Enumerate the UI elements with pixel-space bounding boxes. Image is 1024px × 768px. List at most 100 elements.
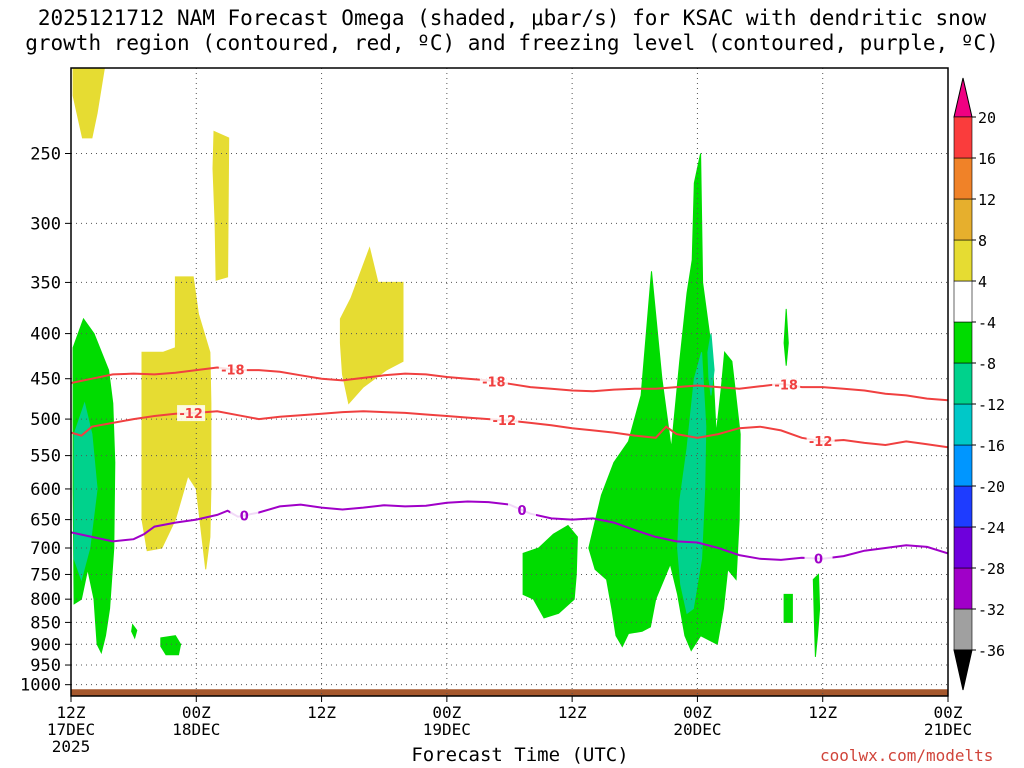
omega-region-10 (677, 352, 707, 615)
colorbar-label-1: -32 (978, 601, 1005, 619)
contour-label-0-0: -18 (221, 363, 245, 378)
contour-labels: -18 -18 -18 -12 -12 -12 0 0 0 (177, 361, 835, 568)
x-tick-label-36-1: 19DEC (423, 720, 471, 739)
contour-label-1-2: -12 (809, 435, 833, 450)
contour-label-2-2: 0 (814, 553, 823, 568)
omega-region-12 (783, 308, 789, 366)
colorbar-band-11 (953, 157, 973, 200)
contour-label-bg-1-2 (806, 433, 835, 450)
omega-region-1 (212, 130, 230, 281)
x-tick-label-0-2: 2025 (52, 737, 91, 756)
terrain-fill (71, 689, 948, 696)
omega-region-13 (783, 593, 793, 623)
y-tick-label-250: 250 (30, 144, 61, 164)
contour-line-0 (71, 366, 948, 402)
y-tick-label-700: 700 (30, 539, 61, 559)
contour-label-bg-0-1 (479, 373, 508, 390)
colorbar-band-0 (953, 608, 973, 651)
y-tick-label-550: 550 (30, 447, 61, 467)
y-tick-label-300: 300 (30, 214, 61, 234)
x-tick-label-48-0: 12Z (558, 703, 587, 722)
colorbar-label-6: -12 (978, 396, 1005, 414)
colorbar-band-6 (953, 362, 973, 405)
contour-label-bg-0-0 (218, 361, 247, 378)
y-axis-ticks: 2503003504004505005506006507007508008509… (20, 144, 71, 696)
grid-lines (71, 68, 948, 696)
colorbar-band-5 (953, 403, 973, 446)
y-tick-label-800: 800 (30, 590, 61, 610)
y-tick-label-500: 500 (30, 410, 61, 430)
x-tick-label-24-0: 12Z (307, 703, 336, 722)
x-tick-label-12-0: 00Z (182, 703, 211, 722)
x-tick-label-12-1: 18DEC (172, 720, 220, 739)
x-tick-label-84-0: 00Z (934, 703, 963, 722)
y-tick-label-450: 450 (30, 370, 61, 390)
contour-label-0-2: -18 (774, 379, 798, 394)
x-tick-label-0-0: 12Z (57, 703, 86, 722)
colorbar-label-10: 8 (978, 232, 987, 250)
colorbar-label-12: 16 (978, 150, 996, 168)
contour-label-bg-2-2 (804, 550, 833, 567)
contour-label-1-0: -12 (179, 407, 203, 422)
contour-label-2-0: 0 (240, 509, 249, 524)
y-tick-label-350: 350 (30, 273, 61, 293)
colorbar-label-4: -20 (978, 478, 1005, 496)
contour-label-bg-1-1 (490, 412, 519, 429)
contour-label-1-1: -12 (493, 414, 517, 429)
colorbar-band-9 (953, 239, 973, 282)
y-tick-label-900: 900 (30, 635, 61, 655)
colorbar-label-7: -8 (978, 355, 996, 373)
colorbar-band-12 (953, 116, 973, 159)
y-tick-label-650: 650 (30, 511, 61, 531)
colorbar-band-8 (953, 280, 973, 323)
x-tick-label-84-1: 21DEC (924, 720, 972, 739)
colorbar-band-2 (953, 526, 973, 569)
y-tick-label-1000: 1000 (20, 676, 61, 696)
colorbar-label-13: 20 (978, 109, 996, 127)
colorbar-label-5: -16 (978, 437, 1005, 455)
contour-label-bg-1-0 (177, 405, 206, 422)
y-tick-label-950: 950 (30, 656, 61, 676)
x-tick-label-0-1: 17DEC (47, 720, 95, 739)
x-tick-label-60-1: 20DEC (673, 720, 721, 739)
contour-label-2-1: 0 (518, 504, 527, 519)
colorbar-band-4 (953, 444, 973, 487)
y-tick-label-750: 750 (30, 565, 61, 585)
y-tick-label-850: 850 (30, 613, 61, 633)
omega-region-6 (131, 623, 138, 640)
colorbar-label-0: -36 (978, 642, 1005, 660)
omega-region-5 (73, 401, 98, 582)
colorbar-label-3: -24 (978, 519, 1005, 537)
colorbar-label-9: 4 (978, 273, 987, 291)
omega-region-11 (707, 333, 715, 396)
colorbar-legend: -36 -32 -28 -24 -20 -16 -12 -8 -4 4 8 12 16 20 (953, 77, 1005, 691)
colorbar-band-10 (953, 198, 973, 241)
colorbar-label-11: 12 (978, 191, 996, 209)
colorbar-band-1 (953, 567, 973, 610)
contour-label-bg-0-2 (772, 376, 801, 393)
omega-region-0 (72, 68, 105, 139)
colorbar-label-2: -28 (978, 560, 1005, 578)
colorbar-band-3 (953, 485, 973, 528)
omega-region-7 (160, 635, 182, 656)
colorbar-band-7 (953, 321, 973, 364)
y-tick-label-400: 400 (30, 325, 61, 345)
y-tick-label-600: 600 (30, 480, 61, 500)
colorbar-under-triangle (953, 649, 973, 691)
colorbar-over-triangle (953, 77, 973, 118)
source-credit: coolwx.com/modelts (820, 746, 994, 765)
contour-label-bg-2-0 (230, 507, 259, 524)
x-tick-label-60-0: 00Z (683, 703, 712, 722)
colorbar-label-8: -4 (978, 314, 996, 332)
omega-region-8 (522, 524, 578, 619)
omega-region-14 (812, 573, 821, 657)
x-tick-label-72-0: 12Z (808, 703, 837, 722)
contour-label-bg-2-1 (508, 502, 537, 519)
omega-region-2 (141, 276, 212, 570)
x-tick-label-36-0: 00Z (432, 703, 461, 722)
omega-region-3 (339, 246, 404, 405)
terrain-band (71, 689, 948, 696)
contour-label-0-1: -18 (482, 375, 506, 390)
